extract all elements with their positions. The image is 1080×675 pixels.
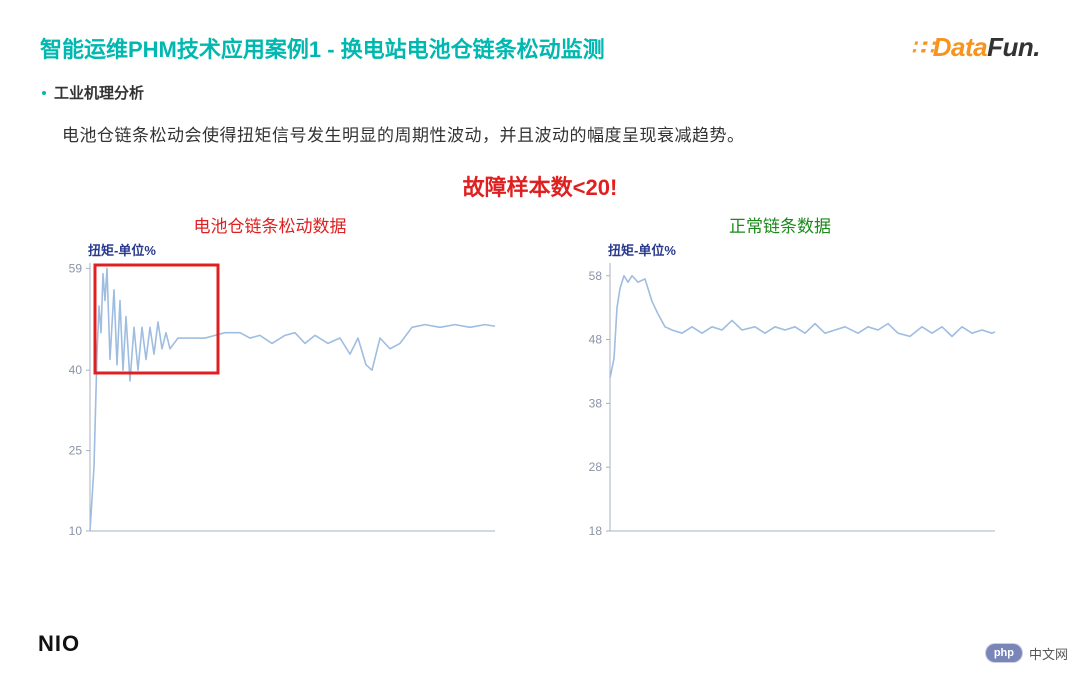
chart2-svg: 扭矩-单位% 18 28 38 48 58 xyxy=(560,241,1000,541)
svg-text:18: 18 xyxy=(589,524,603,538)
chart1-title: 电池仓链条松动数据 xyxy=(40,212,500,237)
chart2-title: 正常链条数据 xyxy=(560,212,1000,237)
chart1-svg: 扭矩-单位% 10 25 40 59 xyxy=(40,241,500,541)
datafun-logo: ∷∷DataFun. xyxy=(911,32,1040,63)
svg-text:48: 48 xyxy=(589,333,603,347)
svg-text:40: 40 xyxy=(69,363,83,377)
php-text: 中文网 xyxy=(1029,644,1068,663)
php-badge-icon: php xyxy=(985,643,1023,663)
chart-loose-chain: 电池仓链条松动数据 扭矩-单位% 10 25 40 59 xyxy=(40,212,500,546)
section-subheading: 工业机理分析 xyxy=(54,82,144,103)
svg-text:扭矩-单位%: 扭矩-单位% xyxy=(608,243,676,258)
svg-text:28: 28 xyxy=(589,460,603,474)
svg-text:58: 58 xyxy=(589,269,603,283)
chart-normal-chain: 正常链条数据 扭矩-单位% 18 28 38 48 58 xyxy=(560,212,1000,546)
php-watermark: php 中文网 xyxy=(985,643,1068,663)
warning-text: 故障样本数<20! xyxy=(0,170,1080,202)
svg-text:59: 59 xyxy=(69,261,83,275)
svg-text:10: 10 xyxy=(69,524,83,538)
page-title: 智能运维PHM技术应用案例1 - 换电站电池仓链条松动监测 xyxy=(40,32,605,64)
bullet-icon xyxy=(42,91,46,95)
svg-text:38: 38 xyxy=(589,396,603,410)
section-body: 电池仓链条松动会使得扭矩信号发生明显的周期性波动，并且波动的幅度呈现衰减趋势。 xyxy=(62,121,1040,146)
svg-text:25: 25 xyxy=(69,444,83,458)
svg-text:扭矩-单位%: 扭矩-单位% xyxy=(88,243,156,258)
nio-logo: NIO xyxy=(38,631,80,657)
